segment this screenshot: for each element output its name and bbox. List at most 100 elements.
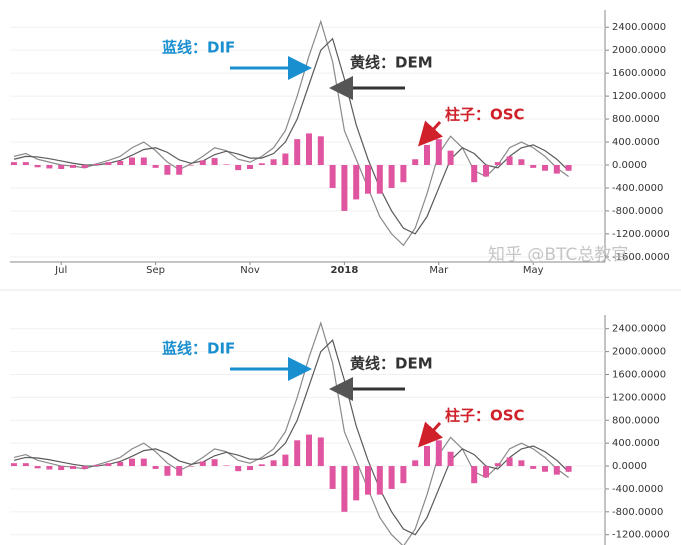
osc-bar [317, 136, 324, 165]
osc-bar [412, 159, 419, 165]
osc-bar [483, 466, 489, 478]
osc-bar [270, 460, 277, 467]
osc-bar [258, 163, 265, 165]
osc-bar [58, 466, 65, 471]
osc-bar [164, 164, 171, 175]
osc-bar [164, 466, 171, 476]
y-tick-label: -400.0000 [612, 484, 663, 495]
osc-bar [81, 466, 88, 469]
osc-bar [329, 164, 336, 188]
x-tick-label: 2018 [330, 265, 358, 276]
osc-bar [34, 466, 41, 469]
osc-bar [294, 440, 301, 467]
osc-bar [11, 463, 17, 467]
y-tick-label: -1600.0000 [612, 252, 670, 263]
osc-bar [140, 157, 147, 165]
y-tick-label: 400.0000 [612, 438, 660, 449]
y-tick-label: 2000.0000 [612, 45, 666, 56]
y-tick-label: 1200.0000 [612, 91, 666, 102]
osc-bar [483, 164, 489, 177]
osc-bar [223, 465, 230, 467]
osc-bar [341, 466, 348, 512]
osc-bar [176, 466, 183, 476]
osc-bar [70, 466, 76, 469]
osc-bar [518, 159, 525, 165]
osc-bar [70, 164, 76, 168]
y-tick-label: -400.0000 [612, 183, 663, 194]
annotation: 蓝线：DIF [162, 340, 235, 358]
osc-bar [34, 164, 41, 168]
osc-bar [424, 446, 430, 467]
osc-bar [211, 459, 218, 467]
annotation-arrow [417, 421, 443, 448]
x-tick-label: May [523, 265, 544, 276]
osc-bar [22, 463, 29, 467]
osc-bar [117, 160, 124, 165]
y-tick-label: -800.0000 [612, 206, 663, 217]
annotation: 黄线：DEM [350, 54, 433, 72]
osc-bar [353, 164, 360, 200]
y-tick-label: 1600.0000 [612, 68, 666, 79]
osc-bar [93, 163, 100, 165]
annotation: 蓝线：DIF [162, 39, 235, 57]
osc-bar [565, 164, 572, 171]
osc-bar [494, 463, 501, 467]
osc-bar [565, 466, 572, 472]
osc-bar [447, 150, 454, 165]
annotation: 柱子：OSC [445, 106, 525, 124]
y-tick-label: 2400.0000 [612, 22, 666, 33]
osc-bar [235, 164, 242, 171]
osc-bar [388, 466, 395, 489]
osc-bar [542, 164, 548, 171]
osc-bar [530, 466, 537, 469]
osc-bar [247, 164, 253, 170]
osc-bar [553, 164, 560, 174]
osc-bar [341, 164, 348, 211]
y-tick-label: 0.0000 [612, 461, 647, 472]
osc-bar [11, 162, 17, 165]
osc-bar [424, 144, 430, 165]
osc-bar [282, 153, 289, 165]
osc-bar [506, 457, 513, 467]
osc-bar [530, 164, 537, 168]
x-tick-label: Sep [146, 265, 165, 276]
annotation: 柱子：OSC [445, 407, 525, 425]
osc-bar [46, 164, 53, 169]
line-series [13, 19, 569, 247]
osc-bar [306, 133, 312, 165]
osc-bar [306, 434, 312, 467]
y-tick-label: -1200.0000 [612, 229, 670, 240]
osc-bar [129, 157, 135, 165]
osc-bar [365, 164, 371, 194]
osc-bar [199, 461, 206, 467]
osc-bar [282, 454, 289, 467]
osc-bar [152, 466, 159, 469]
osc-bar [105, 162, 112, 165]
osc-bar [188, 466, 194, 467]
y-tick-label: 1600.0000 [612, 370, 666, 381]
x-tick-label: Nov [240, 265, 260, 276]
osc-bar [247, 466, 253, 471]
y-tick-label: -1200.0000 [612, 530, 670, 541]
osc-bar [140, 458, 147, 467]
osc-bar [317, 437, 324, 467]
osc-bar [117, 462, 124, 467]
osc-bar [188, 164, 194, 166]
osc-bar [435, 139, 442, 165]
osc-bar [105, 463, 112, 467]
y-tick-label: 2000.0000 [612, 347, 666, 358]
y-tick-label: 800.0000 [612, 415, 660, 426]
osc-bar [235, 466, 242, 472]
osc-bar [270, 159, 277, 165]
osc-bar [435, 440, 442, 467]
y-tick-label: 1200.0000 [612, 392, 666, 403]
osc-bar [400, 164, 407, 183]
osc-bar [129, 458, 135, 467]
osc-bar [376, 164, 383, 194]
osc-bar [46, 466, 53, 470]
osc-bar [388, 164, 395, 188]
osc-bar [294, 139, 301, 165]
osc-bar [471, 164, 478, 183]
y-tick-label: -800.0000 [612, 507, 663, 518]
